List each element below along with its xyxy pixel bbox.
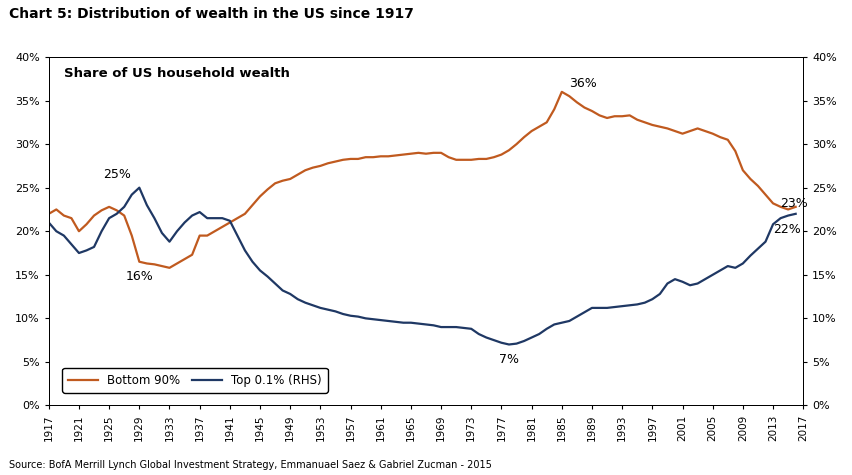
Bottom 90% bbox=[225, 219, 235, 225]
Legend: Bottom 90%, Top 0.1% (RHS): Bottom 90%, Top 0.1% (RHS) bbox=[62, 368, 327, 393]
Bottom 90% bbox=[556, 89, 567, 95]
Bottom 90% bbox=[436, 150, 446, 156]
Top 0.1% (RHS) bbox=[194, 209, 204, 215]
Top 0.1% (RHS) bbox=[791, 211, 801, 217]
Text: 25%: 25% bbox=[103, 168, 130, 180]
Text: 7%: 7% bbox=[499, 353, 519, 366]
Top 0.1% (RHS) bbox=[768, 221, 778, 227]
Line: Top 0.1% (RHS): Top 0.1% (RHS) bbox=[49, 188, 796, 344]
Top 0.1% (RHS) bbox=[225, 218, 235, 224]
Top 0.1% (RHS) bbox=[135, 185, 145, 190]
Text: 36%: 36% bbox=[569, 77, 597, 90]
Top 0.1% (RHS) bbox=[497, 340, 507, 346]
Bottom 90% bbox=[164, 265, 175, 271]
Bottom 90% bbox=[43, 211, 54, 217]
Bottom 90% bbox=[768, 200, 778, 206]
Top 0.1% (RHS) bbox=[43, 219, 54, 225]
Bottom 90% bbox=[791, 204, 801, 209]
Text: 22%: 22% bbox=[773, 222, 801, 236]
Text: 23%: 23% bbox=[780, 197, 809, 210]
Text: Share of US household wealth: Share of US household wealth bbox=[64, 67, 290, 80]
Line: Bottom 90%: Bottom 90% bbox=[49, 92, 796, 268]
Bottom 90% bbox=[746, 176, 756, 182]
Bottom 90% bbox=[194, 233, 204, 238]
Text: Chart 5: Distribution of wealth in the US since 1917: Chart 5: Distribution of wealth in the U… bbox=[9, 7, 413, 21]
Top 0.1% (RHS) bbox=[504, 342, 514, 347]
Top 0.1% (RHS) bbox=[436, 324, 446, 330]
Top 0.1% (RHS) bbox=[746, 253, 756, 258]
Text: 16%: 16% bbox=[125, 270, 153, 284]
Text: Source: BofA Merrill Lynch Global Investment Strategy, Emmanuael Saez & Gabriel : Source: BofA Merrill Lynch Global Invest… bbox=[9, 460, 492, 470]
Bottom 90% bbox=[497, 152, 507, 157]
